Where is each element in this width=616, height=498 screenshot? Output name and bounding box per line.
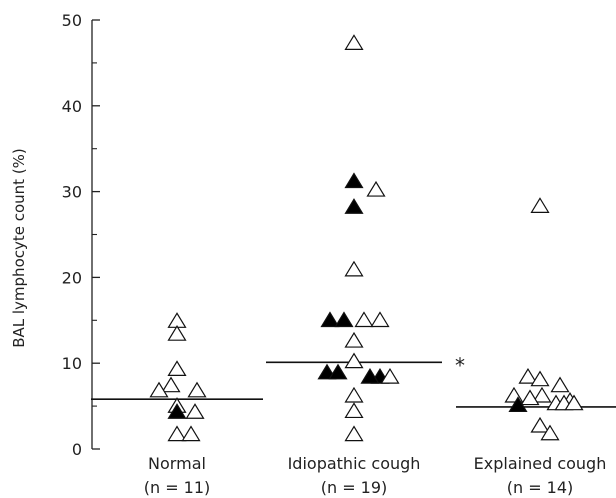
- category-n-label: (n = 14): [507, 478, 574, 497]
- y-axis: 0 10 20 30 40 50: [62, 11, 100, 459]
- category-label: Explained cough: [474, 454, 607, 473]
- open-triangle-marker: [564, 394, 584, 411]
- open-triangle-marker: [185, 403, 205, 419]
- open-triangle-marker: [370, 311, 390, 328]
- significance-asterisk: *: [455, 353, 465, 377]
- open-triangle-marker: [550, 376, 570, 393]
- open-triangle-marker: [530, 416, 550, 433]
- open-triangle-marker: [181, 425, 201, 442]
- y-tick-label: 10: [62, 354, 82, 373]
- filled-triangle-marker: [328, 363, 348, 380]
- open-triangle-marker: [532, 386, 552, 403]
- annotations: *: [455, 353, 465, 377]
- category-n-label: (n = 11): [144, 478, 211, 497]
- open-triangle-marker: [380, 367, 400, 384]
- filled-triangle-marker: [508, 396, 528, 413]
- open-triangle-marker: [161, 376, 181, 393]
- y-tick-label: 40: [62, 97, 82, 116]
- filled-triangle-marker: [344, 198, 364, 214]
- open-triangle-marker: [530, 370, 550, 387]
- y-tick-label: 20: [62, 268, 82, 287]
- open-triangle-marker: [344, 34, 364, 50]
- category-n-label: (n = 19): [321, 478, 388, 497]
- open-triangle-marker: [167, 360, 187, 376]
- filled-triangle-marker: [167, 403, 187, 419]
- open-triangle-marker: [540, 424, 560, 441]
- open-triangle-marker: [187, 381, 207, 398]
- filled-triangle-marker: [344, 172, 364, 189]
- filled-triangle-marker: [360, 367, 380, 384]
- open-triangle-marker: [344, 386, 364, 403]
- open-triangle-marker: [518, 367, 538, 384]
- open-triangle-marker: [344, 402, 364, 419]
- open-triangle-marker: [344, 352, 364, 369]
- open-triangle-marker: [520, 389, 540, 406]
- open-triangle-marker: [167, 325, 187, 341]
- filled-triangle-marker: [334, 311, 354, 328]
- y-tick-label: 50: [62, 11, 82, 30]
- y-tick-label: 30: [62, 183, 82, 202]
- data-markers: [149, 34, 584, 442]
- category-label: Normal: [148, 454, 206, 473]
- category-labels: Normal (n = 11) Idiopathic cough (n = 19) Ex…: [144, 454, 607, 497]
- y-tick-label: 0: [72, 440, 82, 459]
- open-triangle-marker: [530, 197, 550, 213]
- open-triangle-marker: [344, 331, 364, 348]
- category-label: Idiopathic cough: [288, 454, 421, 473]
- open-triangle-marker: [354, 311, 374, 328]
- filled-triangle-marker: [320, 311, 340, 328]
- open-triangle-marker: [366, 180, 386, 197]
- open-triangle-marker: [167, 425, 187, 442]
- open-triangle-marker: [149, 381, 169, 398]
- open-triangle-marker: [344, 260, 364, 277]
- y-axis-label: BAL lymphocyte count (%): [10, 148, 28, 348]
- open-triangle-marker: [344, 425, 364, 442]
